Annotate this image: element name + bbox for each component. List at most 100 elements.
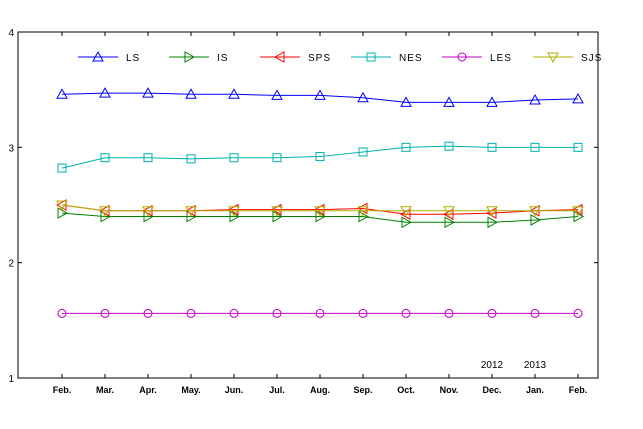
data-point xyxy=(358,147,368,157)
data-point xyxy=(271,89,283,100)
data-point xyxy=(143,308,153,318)
legend: LS IS SPS NES LES SJS xyxy=(78,50,602,64)
data-point xyxy=(401,216,413,229)
data-point xyxy=(572,92,584,104)
data-point xyxy=(186,308,196,318)
data-point xyxy=(92,50,104,62)
year-label: 2012 xyxy=(481,360,504,371)
legend-item-sps: SPS xyxy=(260,51,331,64)
x-tick-label: Mar. xyxy=(96,385,114,395)
data-point xyxy=(99,206,111,217)
data-point xyxy=(547,52,559,64)
legend-item-sjs: SJS xyxy=(533,52,602,64)
y-tick-label: 1 xyxy=(8,374,14,385)
x-tick-label: Aug. xyxy=(310,385,330,395)
legend-label: LS xyxy=(126,53,140,64)
data-point xyxy=(57,308,67,318)
x-tick-label: Feb. xyxy=(569,385,588,395)
series-sjs xyxy=(56,200,584,217)
legend-item-ls: LS xyxy=(78,50,140,64)
x-tick-label: Apr. xyxy=(139,385,157,395)
data-point xyxy=(530,142,540,152)
data-point xyxy=(573,142,583,152)
data-point xyxy=(228,88,240,99)
data-point xyxy=(142,206,154,217)
data-point xyxy=(357,91,369,103)
data-point xyxy=(573,308,583,318)
data-point xyxy=(229,308,239,318)
x-tick-label: Jan. xyxy=(526,385,544,395)
data-point xyxy=(366,52,376,62)
data-point xyxy=(529,206,541,217)
data-point xyxy=(444,308,454,318)
data-point xyxy=(486,206,498,217)
series-line xyxy=(61,92,579,103)
year-annotations: 2012 2013 xyxy=(481,360,547,371)
data-point xyxy=(272,308,282,318)
data-point xyxy=(443,96,455,107)
data-point xyxy=(399,208,411,221)
data-point xyxy=(530,214,542,226)
data-point xyxy=(442,208,454,221)
data-point xyxy=(185,206,197,217)
data-point xyxy=(357,206,369,217)
series-line xyxy=(61,204,578,212)
data-point xyxy=(400,206,412,217)
y-tick-label: 3 xyxy=(8,143,14,154)
data-point xyxy=(572,206,584,217)
x-tick-label: Dec. xyxy=(482,385,501,395)
series-line xyxy=(61,145,578,169)
data-point xyxy=(529,94,541,105)
data-point xyxy=(229,153,239,163)
plot-frame xyxy=(17,31,599,379)
data-point xyxy=(185,88,197,99)
data-point xyxy=(457,52,467,62)
data-point xyxy=(100,308,110,318)
legend-item-is: IS xyxy=(169,51,228,64)
series-nes xyxy=(57,141,583,173)
data-point xyxy=(487,216,499,229)
data-point xyxy=(358,308,368,318)
legend-label: SPS xyxy=(308,53,331,64)
data-point xyxy=(273,51,285,63)
series-layer xyxy=(55,87,585,318)
data-point xyxy=(401,308,411,318)
data-point xyxy=(99,87,111,98)
data-point xyxy=(315,308,325,318)
x-tick-label: Sep. xyxy=(353,385,372,395)
data-point xyxy=(57,207,69,219)
data-point xyxy=(487,142,497,152)
x-tick-label: Jun. xyxy=(225,385,244,395)
data-point xyxy=(56,88,68,99)
legend-label: IS xyxy=(217,53,228,64)
data-point xyxy=(314,206,326,217)
x-tick-label: Nov. xyxy=(440,385,459,395)
data-point xyxy=(55,199,67,211)
y-tick-label: 2 xyxy=(8,259,14,270)
data-point xyxy=(530,308,540,318)
data-point xyxy=(142,87,154,98)
data-point xyxy=(100,153,110,163)
data-point xyxy=(400,96,412,107)
data-point xyxy=(444,216,456,229)
series-ls xyxy=(56,87,584,107)
data-point xyxy=(56,200,68,212)
x-tick-label: Oct. xyxy=(397,385,415,395)
x-tick-label: Feb. xyxy=(53,385,72,395)
x-tick-label: May. xyxy=(181,385,200,395)
data-point xyxy=(314,89,326,100)
legend-label: LES xyxy=(490,53,512,64)
data-point xyxy=(228,206,240,217)
data-point xyxy=(271,206,283,217)
legend-item-nes: NES xyxy=(351,52,422,64)
data-point xyxy=(443,206,455,217)
data-point xyxy=(401,142,411,152)
axes: 1 2 3 4 Feb. Mar. Apr. May. Jun. Jul. Aug. Sep. Oct.… xyxy=(8,28,598,395)
data-point xyxy=(143,153,153,163)
data-point xyxy=(57,163,67,173)
data-point xyxy=(186,154,196,164)
data-point xyxy=(444,141,454,151)
legend-label: SJS xyxy=(581,53,602,64)
data-point xyxy=(486,96,498,107)
